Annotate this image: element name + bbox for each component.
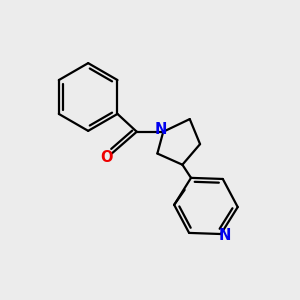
Text: N: N <box>155 122 167 137</box>
Text: O: O <box>100 150 113 165</box>
Text: N: N <box>219 228 232 243</box>
